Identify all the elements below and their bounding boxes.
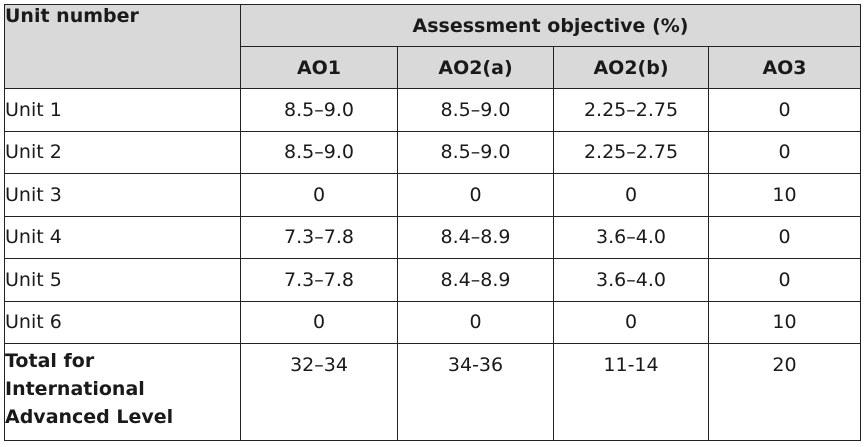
ao3-cell: 0: [708, 130, 861, 174]
total-label-cell: Total for International Advanced Level: [4, 343, 241, 441]
unit-name-cell: Unit 1: [4, 88, 241, 132]
ao2a-cell: 8.4–8.9: [397, 215, 554, 259]
ao2b-cell: 2.25–2.75: [553, 88, 709, 132]
column-header-ao3: AO3: [708, 46, 861, 89]
ao2b-cell: 0: [553, 300, 709, 344]
table-row: Unit 6 0 0 0 10: [4, 300, 861, 344]
unit-name-cell: Unit 6: [4, 300, 241, 344]
ao3-cell: 0: [708, 215, 861, 259]
unit-name-cell: Unit 3: [4, 173, 241, 217]
total-ao2b-cell: 11-14: [553, 343, 709, 441]
total-label-line: Total for: [5, 350, 95, 372]
ao1-cell: 0: [240, 300, 398, 344]
column-header-ao2b: AO2(b): [553, 46, 709, 89]
ao2a-cell: 0: [397, 300, 554, 344]
unit-number-header: Unit number: [4, 4, 241, 89]
header-row-group: Unit number Assessment objective (%): [4, 4, 861, 89]
table-row: Unit 1 8.5–9.0 8.5–9.0 2.25–2.75 0: [4, 88, 861, 132]
unit-name-cell: Unit 5: [4, 258, 241, 302]
header-row-columns: AO1 AO2(a) AO2(b) AO3: [5, 46, 861, 89]
ao1-cell: 8.5–9.0: [240, 88, 398, 132]
table-row: Unit 4 7.3–7.8 8.4–8.9 3.6–4.0 0: [4, 215, 861, 259]
total-ao3-cell: 20: [708, 343, 861, 441]
ao3-cell: 0: [708, 258, 861, 302]
total-label-line: International: [5, 378, 145, 400]
ao1-cell: 7.3–7.8: [240, 215, 398, 259]
total-label-line: Advanced Level: [5, 406, 174, 428]
assessment-objective-header: Assessment objective (%): [240, 4, 861, 47]
column-header-ao2a: AO2(a): [397, 46, 554, 89]
ao2b-cell: 3.6–4.0: [553, 215, 709, 259]
table-row: Unit 2 8.5–9.0 8.5–9.0 2.25–2.75 0: [4, 130, 861, 174]
ao2b-cell: 2.25–2.75: [553, 130, 709, 174]
ao3-cell: 0: [708, 88, 861, 132]
ao2a-cell: 8.4–8.9: [397, 258, 554, 302]
ao3-cell: 10: [708, 300, 861, 344]
ao2b-cell: 3.6–4.0: [553, 258, 709, 302]
unit-name-cell: Unit 2: [4, 130, 241, 174]
ao1-cell: 7.3–7.8: [240, 258, 398, 302]
table-row: Unit 5 7.3–7.8 8.4–8.9 3.6–4.0 0: [4, 258, 861, 302]
column-header-ao1: AO1: [240, 46, 398, 89]
unit-name-cell: Unit 4: [4, 215, 241, 259]
ao2a-cell: 8.5–9.0: [397, 130, 554, 174]
ao1-cell: 8.5–9.0: [240, 130, 398, 174]
total-row: Total for International Advanced Level 3…: [4, 343, 861, 441]
total-ao1-cell: 32–34: [240, 343, 398, 441]
ao1-cell: 0: [240, 173, 398, 217]
ao2a-cell: 0: [397, 173, 554, 217]
ao2a-cell: 8.5–9.0: [397, 88, 554, 132]
assessment-objectives-table: Unit number Assessment objective (%) AO1…: [4, 4, 861, 441]
ao3-cell: 10: [708, 173, 861, 217]
table-row: Unit 3 0 0 0 10: [4, 173, 861, 217]
ao2b-cell: 0: [553, 173, 709, 217]
total-ao2a-cell: 34-36: [397, 343, 554, 441]
